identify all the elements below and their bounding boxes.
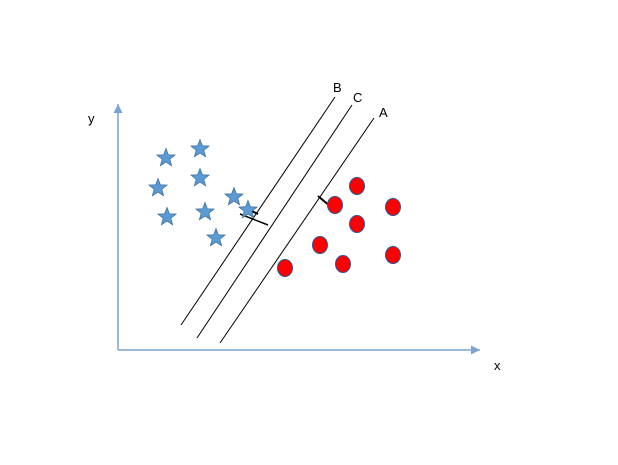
- star-point-1: [155, 147, 177, 167]
- circle-class-points: [277, 177, 401, 277]
- star-point-3: [147, 177, 169, 197]
- separating-lines: B C A: [180, 80, 388, 344]
- star-point-2: [189, 138, 211, 158]
- circle-point-7: [335, 255, 351, 273]
- line-b: [180, 96, 336, 326]
- circle-point-2: [327, 196, 343, 214]
- axes: y x: [88, 104, 501, 373]
- circle-point-5: [312, 236, 328, 254]
- line-a-label: A: [379, 105, 388, 120]
- y-axis-label: y: [88, 111, 95, 126]
- line-b-label: B: [333, 80, 342, 95]
- star-class-points: [147, 138, 259, 247]
- circle-point-4: [349, 215, 365, 233]
- circle-point-6: [277, 259, 293, 277]
- circle-point-1: [349, 177, 365, 195]
- star-point-4: [189, 167, 211, 187]
- star-point-5: [156, 206, 178, 226]
- star-point-7: [223, 186, 245, 206]
- star-point-9: [237, 199, 259, 219]
- circle-point-8: [385, 246, 401, 264]
- line-a: [219, 117, 375, 344]
- line-c-label: C: [353, 90, 362, 105]
- star-point-6: [194, 201, 216, 221]
- line-c: [196, 104, 353, 339]
- circle-point-3: [385, 198, 401, 216]
- star-point-8: [205, 227, 227, 247]
- x-axis-label: x: [494, 358, 501, 373]
